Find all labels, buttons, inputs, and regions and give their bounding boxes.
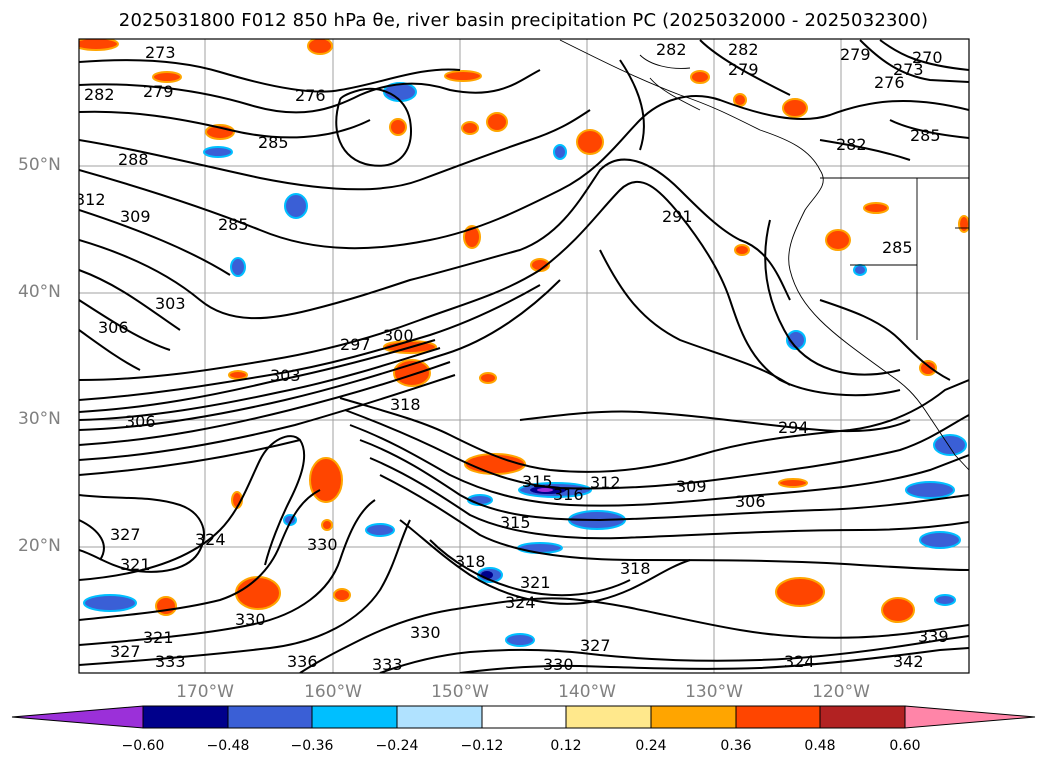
- lat-label: 30°N: [18, 409, 61, 429]
- theta-e-contours: [79, 39, 969, 673]
- colorbar-tick-label: −0.24: [375, 738, 419, 754]
- colorbar-tick-label: 0.24: [635, 738, 667, 754]
- contour-label: 285: [882, 238, 913, 257]
- colorbar-tick-label: −0.12: [460, 738, 504, 754]
- colorbar-segment: [735, 705, 821, 729]
- contour-label: 309: [120, 207, 151, 226]
- lon-label: 170°W: [176, 682, 234, 702]
- contour-label: 312: [75, 190, 106, 209]
- contour-label: 318: [620, 559, 651, 578]
- contour-label: 276: [295, 86, 326, 105]
- contour-label: 321: [520, 573, 551, 592]
- contour-label: 330: [410, 623, 441, 642]
- contour-label: 342: [893, 652, 924, 671]
- contour-label: 330: [543, 655, 574, 674]
- contour-label: 336: [287, 652, 318, 671]
- colorbar: [11, 705, 1036, 729]
- colorbar-extend-high: [904, 705, 1036, 729]
- contour-label: 324: [195, 530, 226, 549]
- colorbar-tick-label: −0.60: [121, 738, 165, 754]
- lat-label: 20°N: [18, 536, 61, 556]
- lat-label: 40°N: [18, 282, 61, 302]
- contour-label: 327: [110, 525, 141, 544]
- contour-label: 306: [125, 412, 156, 431]
- contour-label: 333: [372, 655, 403, 674]
- colorbar-tick-label: −0.48: [206, 738, 250, 754]
- contour-label: 297: [340, 335, 371, 354]
- contour-label: 294: [778, 418, 809, 437]
- contour-label: 285: [910, 126, 941, 145]
- precipitation-pc-shading: [79, 39, 969, 647]
- contour-label: 324: [784, 652, 815, 671]
- contour-label: 285: [258, 133, 289, 152]
- graticule: [79, 39, 969, 673]
- colorbar-tick-label: 0.12: [550, 738, 582, 754]
- colorbar-segment: [396, 705, 483, 729]
- contour-label: 309: [676, 477, 707, 496]
- contour-label: 327: [580, 636, 611, 655]
- colorbar-segment: [819, 705, 906, 729]
- map-title: 2025031800 F012 850 hPa θe, river basin …: [118, 10, 929, 31]
- contour-label: 282: [836, 135, 867, 154]
- contour-label: 324: [505, 593, 536, 612]
- colorbar-segment: [227, 705, 313, 729]
- contour-label: 315: [522, 472, 553, 491]
- lon-label: 150°W: [431, 682, 489, 702]
- colorbar-segment: [481, 705, 567, 729]
- contour-label: 339: [918, 627, 949, 646]
- colorbar-tick-label: −0.36: [290, 738, 334, 754]
- contour-label: 282: [728, 40, 759, 59]
- colorbar-segment: [565, 705, 652, 729]
- contour-label: 330: [307, 535, 338, 554]
- contour-label: 300: [383, 326, 414, 345]
- contour-label: 318: [390, 395, 421, 414]
- plot-area: [79, 39, 969, 673]
- lon-label: 140°W: [558, 682, 616, 702]
- contour-label: 306: [735, 492, 766, 511]
- contour-label: 279: [728, 60, 759, 79]
- contour-label: 282: [656, 40, 687, 59]
- colorbar-segment: [142, 705, 229, 729]
- lat-label: 50°N: [18, 155, 61, 175]
- contour-label: 282: [84, 85, 115, 104]
- contour-label: 273: [145, 43, 176, 62]
- lon-label: 120°W: [812, 682, 870, 702]
- contour-label: 303: [155, 294, 186, 313]
- contour-label: 321: [143, 628, 174, 647]
- contour-label: 312: [590, 473, 621, 492]
- lon-label: 160°W: [304, 682, 362, 702]
- colorbar-segment: [650, 705, 737, 729]
- contour-label: 330: [235, 610, 266, 629]
- contour-label: 333: [155, 652, 186, 671]
- contour-label: 279: [143, 82, 174, 101]
- lon-label: 130°W: [685, 682, 743, 702]
- plot-frame: [78, 38, 970, 674]
- contour-label: 316: [553, 485, 584, 504]
- contour-label: 279: [840, 45, 871, 64]
- colorbar-tick-label: 0.48: [804, 738, 836, 754]
- colorbar-tick-label: 0.60: [889, 738, 921, 754]
- coastline: [559, 39, 969, 471]
- colorbar-segment: [311, 705, 398, 729]
- contour-label: 318: [455, 552, 486, 571]
- contour-label: 303: [270, 366, 301, 385]
- colorbar-tick-label: 0.36: [720, 738, 752, 754]
- contour-label: 306: [98, 318, 129, 337]
- contour-labels: 273 282 279 276 285 288 312 309 285 303 …: [75, 40, 949, 674]
- contour-label: 273: [893, 60, 924, 79]
- contour-label: 291: [662, 207, 693, 226]
- contour-label: 270: [912, 48, 943, 67]
- contour-label: 288: [118, 150, 149, 169]
- contour-label: 327: [110, 642, 141, 661]
- contour-label: 285: [218, 215, 249, 234]
- contour-label: 321: [120, 555, 151, 574]
- contour-label: 315: [500, 513, 531, 532]
- colorbar-extend-low: [11, 705, 144, 729]
- contour-label: 276: [874, 73, 905, 92]
